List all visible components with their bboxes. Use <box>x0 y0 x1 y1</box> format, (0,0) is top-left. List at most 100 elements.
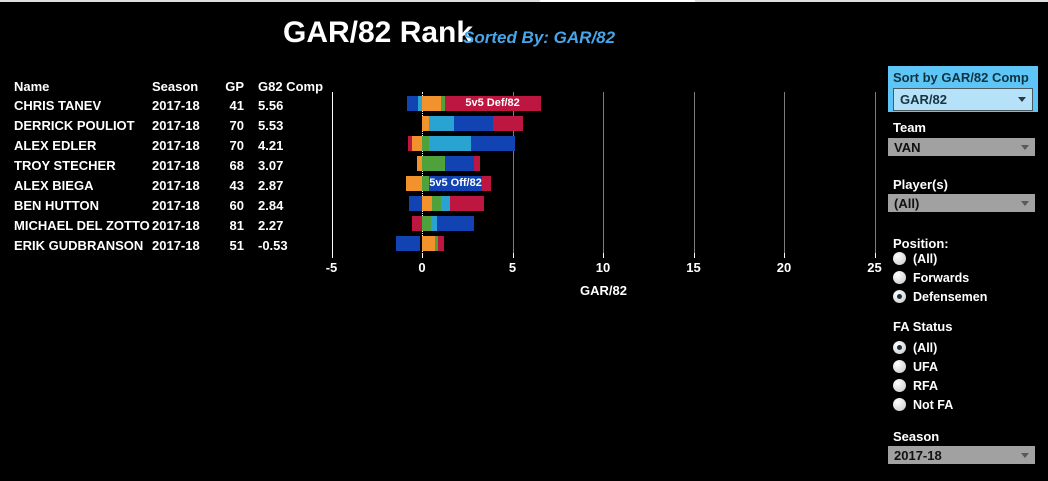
gp-cell: 43 <box>229 178 244 193</box>
table-row[interactable]: TROY STECHER 2017-18 68 3.07 <box>14 156 328 176</box>
axis-tick <box>603 253 604 258</box>
bar-segment-blue[interactable] <box>437 216 474 231</box>
bar-segment-orange[interactable] <box>422 196 432 211</box>
radio-option-forwards[interactable]: Forwards <box>893 270 987 285</box>
chevron-down-icon <box>1021 452 1029 458</box>
table-row[interactable]: CHRIS TANEV 2017-18 41 5.56 <box>14 96 328 116</box>
sort-by-panel: Sort by GAR/82 Comp GAR/82 <box>888 66 1038 112</box>
gridline <box>603 92 604 254</box>
bar-segment-blue[interactable] <box>406 96 419 111</box>
gp-cell: 70 <box>229 118 244 133</box>
bar-segment-green[interactable] <box>441 96 445 111</box>
player-table: Name Season GP G82 Comp CHRIS TANEV 2017-… <box>14 78 328 256</box>
bar-segment-orange[interactable] <box>422 96 441 111</box>
axis-tick-label: -5 <box>325 260 338 275</box>
radio-option-ufa[interactable]: UFA <box>893 359 953 374</box>
bar-segment-red[interactable] <box>438 236 444 251</box>
bar-segment-blue[interactable] <box>470 136 516 151</box>
table-row[interactable]: BEN HUTTON 2017-18 60 2.84 <box>14 196 328 216</box>
table-row[interactable]: ALEX EDLER 2017-18 70 4.21 <box>14 136 328 156</box>
bar-segment-blue[interactable] <box>409 196 422 211</box>
bar-segment-green[interactable] <box>422 216 432 231</box>
radio-icon[interactable] <box>893 379 906 392</box>
radio-label: (All) <box>913 251 938 266</box>
radio-option-not-fa[interactable]: Not FA <box>893 397 953 412</box>
g82-comp-cell: 2.27 <box>258 218 284 233</box>
bar-segment-orange[interactable] <box>422 236 435 251</box>
season-dropdown[interactable]: 2017-18 <box>888 446 1035 464</box>
bar-segment-teal[interactable] <box>441 196 451 211</box>
radio-icon[interactable] <box>893 252 906 265</box>
radio-option-defensemen[interactable]: Defensemen <box>893 289 987 304</box>
position-filter: (All) Forwards Defensemen <box>893 251 987 308</box>
bar-segment-red[interactable] <box>481 176 491 191</box>
player-table-header: Name Season GP G82 Comp <box>14 78 328 96</box>
g82-comp-cell: 4.21 <box>258 138 284 153</box>
bar-row <box>0 116 1048 131</box>
gridline <box>693 92 695 254</box>
bar-segment-blue[interactable]: 5v5 Off/82 <box>429 176 482 191</box>
bar-row: 5v5 Off/82 <box>0 176 1048 191</box>
player-name: DERRICK POULIOT <box>14 118 135 133</box>
bar-segment-red[interactable] <box>492 116 524 131</box>
bar-segment-red[interactable]: 5v5 Def/82 <box>444 96 541 111</box>
sort-by-dropdown[interactable]: GAR/82 <box>893 88 1033 111</box>
players-dropdown[interactable]: (All) <box>888 194 1035 212</box>
radio-option-rfa[interactable]: RFA <box>893 378 953 393</box>
g82-comp-cell: 3.07 <box>258 158 284 173</box>
bar-segment-orange[interactable] <box>405 176 422 191</box>
player-name: ALEX BIEGA <box>14 178 94 193</box>
axis-tick <box>512 253 514 258</box>
table-row[interactable]: DERRICK POULIOT 2017-18 70 5.53 <box>14 116 328 136</box>
team-dropdown[interactable]: VAN <box>888 138 1035 156</box>
table-row[interactable]: ERIK GUDBRANSON 2017-18 51 -0.53 <box>14 236 328 256</box>
bar-segment-orange[interactable] <box>416 156 422 171</box>
bar-segment-blue[interactable] <box>453 116 493 131</box>
bar-segment-red[interactable] <box>407 136 413 151</box>
radio-option-all[interactable]: (All) <box>893 340 953 355</box>
g82-comp-cell: 5.53 <box>258 118 284 133</box>
bar-segment-orange[interactable] <box>422 116 430 131</box>
table-row[interactable]: ALEX BIEGA 2017-18 43 2.87 <box>14 176 328 196</box>
g82-comp-cell: 2.87 <box>258 178 284 193</box>
gridline <box>784 92 785 254</box>
bar-segment-red[interactable] <box>473 156 480 171</box>
bar-segment-blue[interactable] <box>444 156 474 171</box>
radio-selected-icon[interactable] <box>893 341 906 354</box>
bar-segment-teal[interactable] <box>429 136 471 151</box>
radio-option-all[interactable]: (All) <box>893 251 987 266</box>
radio-icon[interactable] <box>893 271 906 284</box>
bar-segment-red[interactable] <box>412 216 422 231</box>
bar-segment-green[interactable] <box>434 236 439 251</box>
players-filter-label: Player(s) <box>893 177 948 192</box>
season-cell: 2017-18 <box>152 178 200 193</box>
bar-segment-teal[interactable] <box>431 216 438 231</box>
radio-icon[interactable] <box>893 398 906 411</box>
table-row[interactable]: MICHAEL DEL ZOTTO 2017-18 81 2.27 <box>14 216 328 236</box>
axis-tick-label: 5 <box>508 260 517 275</box>
bar-segment-teal[interactable] <box>418 96 422 111</box>
gridline <box>512 92 514 254</box>
player-name: MICHAEL DEL ZOTTO <box>14 218 150 233</box>
bar-segment-teal[interactable] <box>429 116 454 131</box>
bar-segment-blue[interactable] <box>395 236 421 251</box>
radio-selected-icon[interactable] <box>893 290 906 303</box>
player-name: ERIK GUDBRANSON <box>14 238 144 253</box>
bar-segment-green[interactable] <box>422 176 430 191</box>
bar-segment-green[interactable] <box>422 156 445 171</box>
season-cell: 2017-18 <box>152 158 200 173</box>
bar-segment-orange[interactable] <box>412 136 422 151</box>
axis-tick-label: 15 <box>686 260 701 275</box>
radio-label: Forwards <box>913 270 970 285</box>
segment-annotation: 5v5 Def/82 <box>465 97 520 109</box>
gp-cell: 70 <box>229 138 244 153</box>
gridline <box>331 92 333 254</box>
radio-icon[interactable] <box>893 360 906 373</box>
bar-segment-red[interactable] <box>450 196 485 211</box>
bar-segment-green[interactable] <box>422 136 430 151</box>
gridline <box>874 92 876 254</box>
bar-segment-green[interactable] <box>431 196 441 211</box>
axis-tick <box>331 253 333 258</box>
season-cell: 2017-18 <box>152 98 200 113</box>
g82-comp-cell: 2.84 <box>258 198 284 213</box>
